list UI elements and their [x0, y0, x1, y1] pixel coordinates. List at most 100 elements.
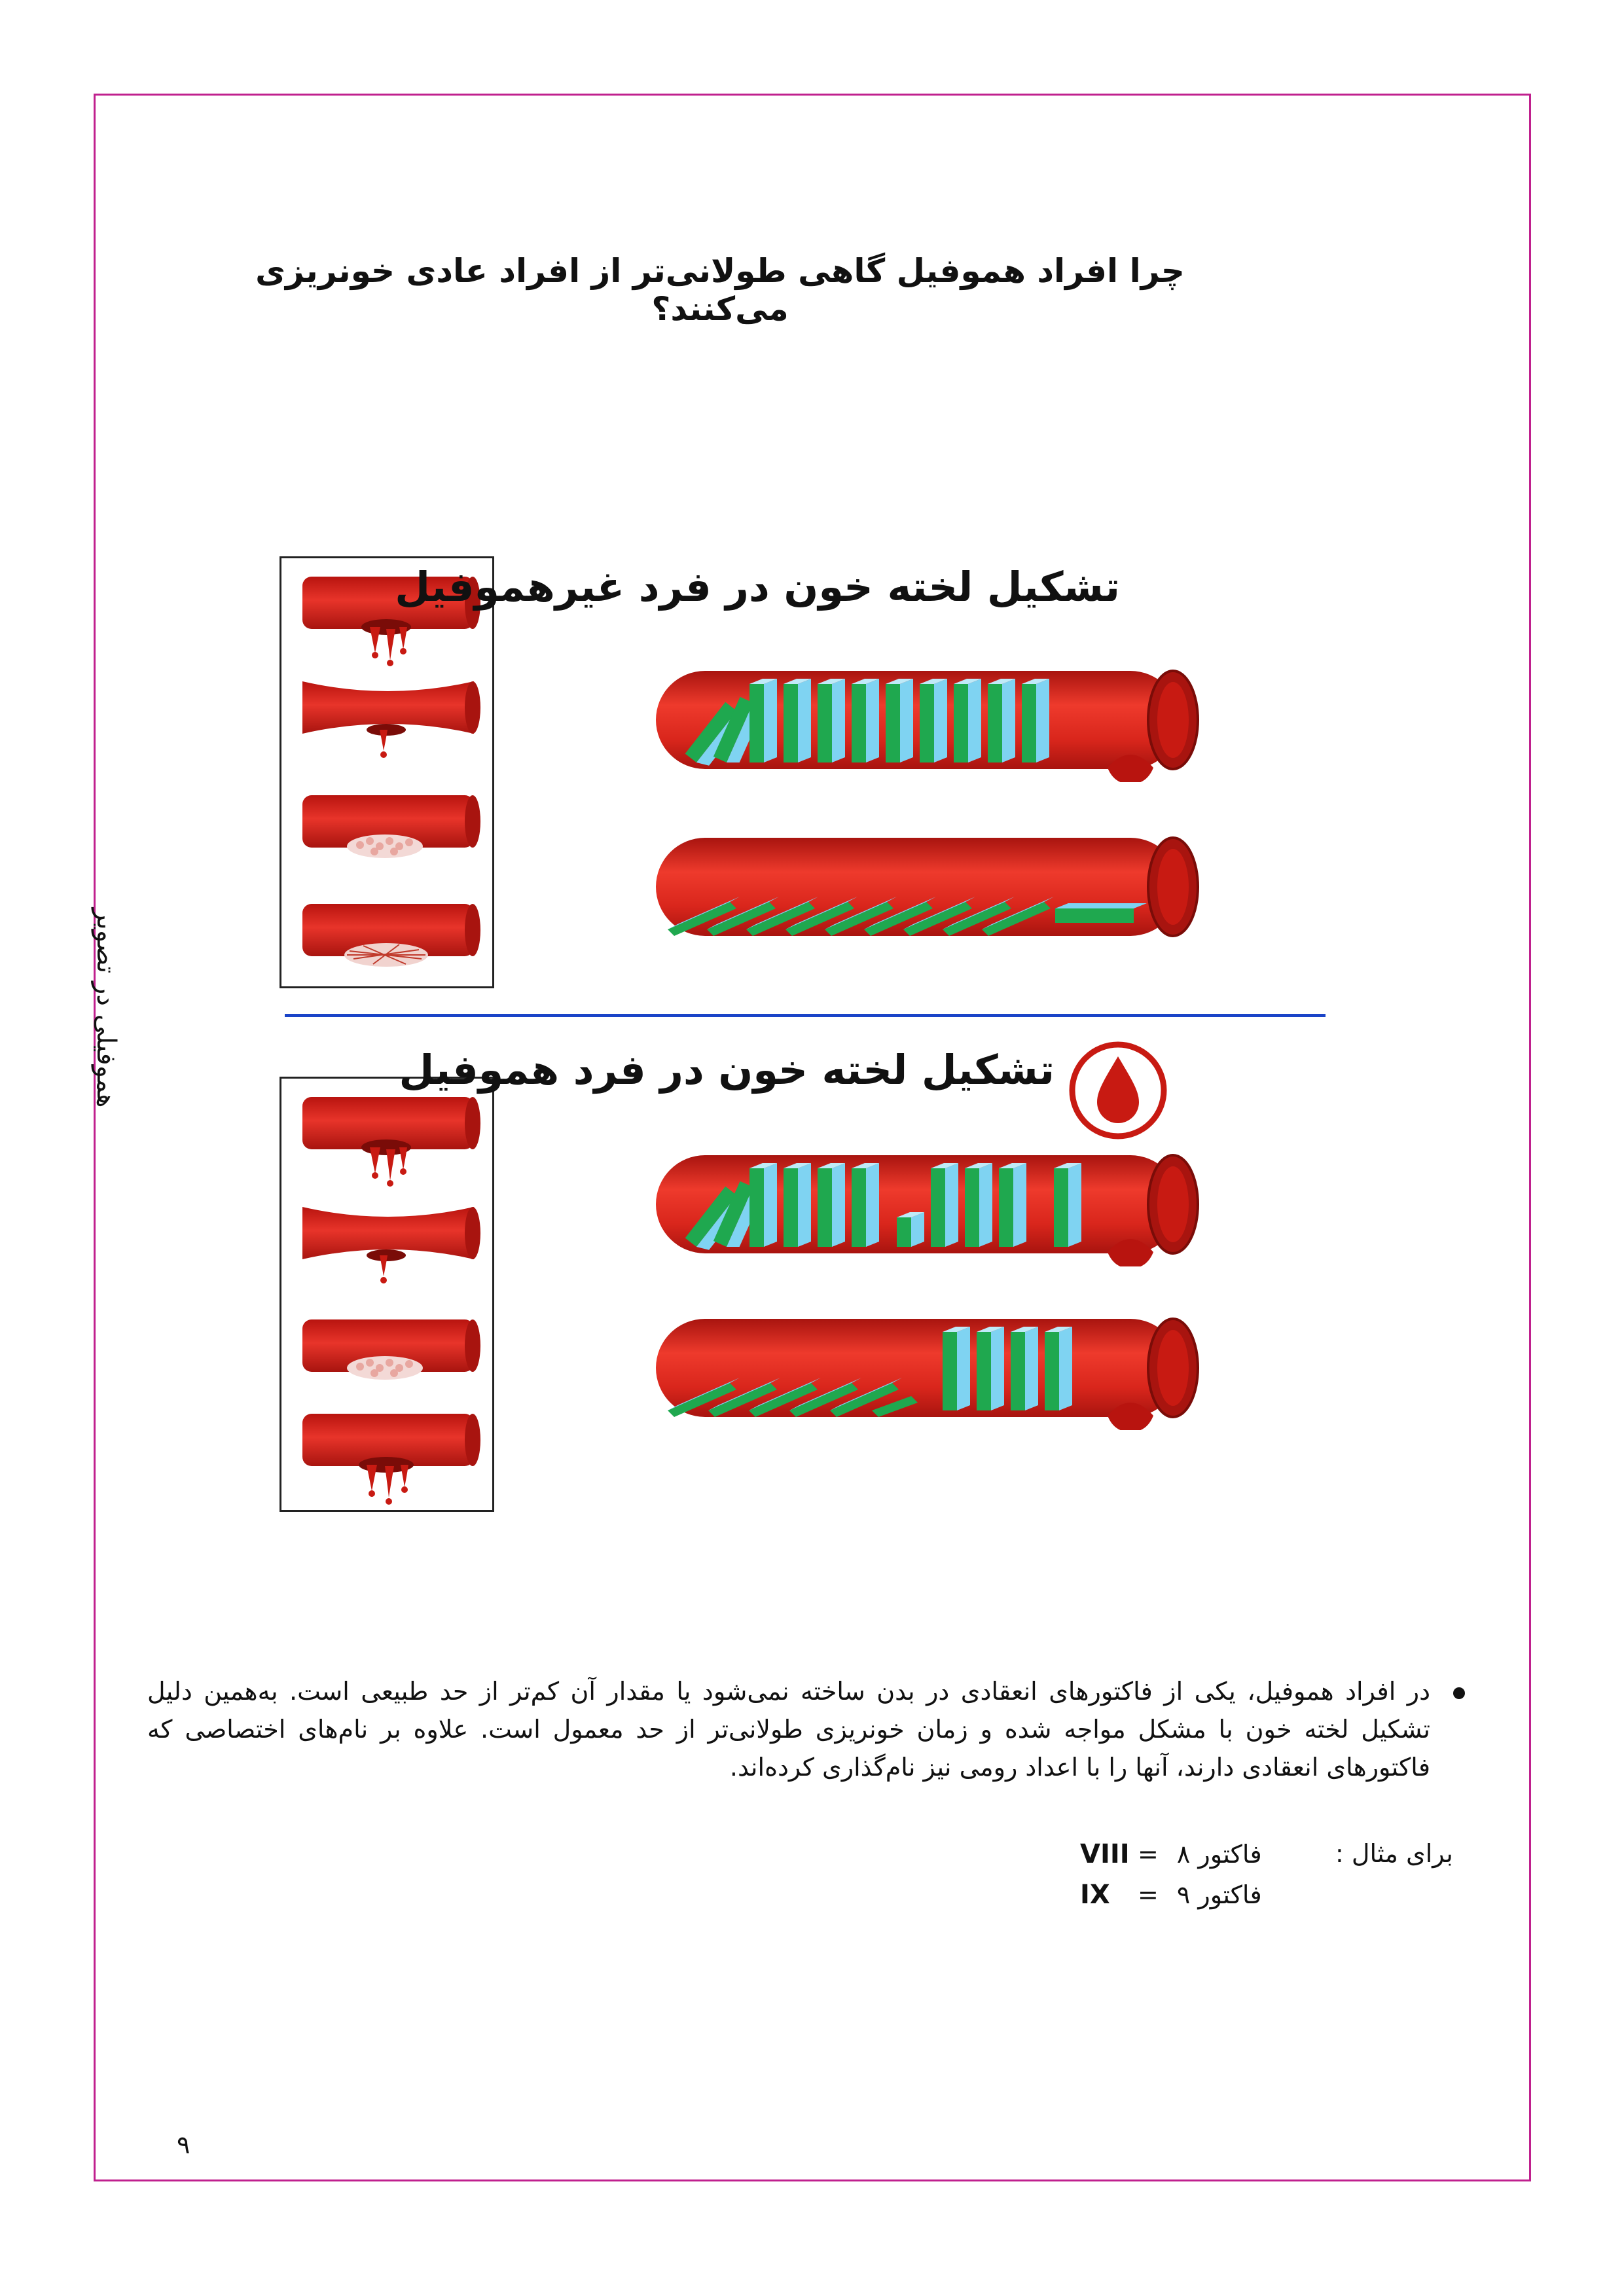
domino-top [818, 679, 845, 684]
vessel-opening-inner [1157, 682, 1189, 758]
domino-side [1068, 1163, 1081, 1247]
domino-top [1054, 1163, 1081, 1168]
stage-constriction-icon [302, 1207, 480, 1283]
factor-name: فاکتور ۹ [1176, 1880, 1262, 1909]
vessel-hemophilic-gap-dominoes [656, 1154, 1199, 1266]
domino-side [900, 679, 913, 762]
domino [749, 684, 764, 762]
domino-fallen [668, 1378, 740, 1417]
vessel-opening-inner [1157, 849, 1189, 925]
domino-side [979, 1163, 992, 1247]
domino [784, 684, 798, 762]
domino [920, 684, 934, 762]
roman-numeral: VIII [1080, 1839, 1130, 1869]
domino-top [988, 679, 1015, 684]
domino-top [999, 1163, 1026, 1168]
clot-plug [1055, 903, 1147, 923]
clot-stages-normal-illustration [302, 577, 480, 967]
stage-wound-icon [302, 577, 480, 666]
domino-fallen [982, 897, 1054, 936]
vessel-hemophilic-partial-fallen-dominoes [656, 1318, 1199, 1430]
domino-side [957, 1327, 970, 1410]
domino-fallen [830, 1378, 902, 1417]
factor-name: فاکتور ۸ [1176, 1840, 1262, 1869]
domino-fallen [708, 1378, 780, 1417]
bleed-icon [1108, 1239, 1153, 1266]
domino-fallen [789, 1378, 861, 1417]
domino [784, 1168, 798, 1247]
domino-side [832, 679, 845, 762]
domino [852, 1168, 866, 1247]
domino-top [1045, 1327, 1072, 1332]
explanation-paragraph: در افراد هموفیل، یکی از فاکتورهای انعقاد… [147, 1677, 1430, 1782]
example-row-factor-8: فاکتور ۸ = VIII [1080, 1839, 1262, 1869]
domino [954, 684, 968, 762]
domino [1011, 1332, 1025, 1410]
domino-side [1036, 679, 1049, 762]
vessel-opening-inner [1157, 1166, 1189, 1242]
domino-fallen [746, 897, 818, 936]
domino-top [977, 1327, 1004, 1332]
domino [749, 1168, 764, 1247]
roman-numeral: IX [1080, 1880, 1110, 1910]
domino-side [1059, 1327, 1072, 1410]
domino-top [931, 1163, 958, 1168]
side-label: هموفیلی در تصویر [91, 908, 121, 1108]
bleed-icon [1108, 755, 1153, 782]
domino [931, 1168, 945, 1247]
stage-wound-icon [302, 1097, 480, 1187]
bullet-dot [1453, 1687, 1465, 1699]
domino-side [991, 1327, 1004, 1410]
stage-platelet-plug-icon [302, 795, 480, 858]
domino-fallen [864, 897, 936, 936]
example-row-factor-9: فاکتور ۹ = IX [1080, 1880, 1262, 1910]
stage-fibrin-clot-icon [302, 904, 480, 967]
domino-side [866, 679, 879, 762]
domino-side [764, 679, 777, 762]
section-divider [285, 1014, 1326, 1017]
domino-fallen [825, 897, 897, 936]
domino-side [1025, 1327, 1038, 1410]
domino [965, 1168, 979, 1247]
page-number: ۹ [177, 2130, 190, 2159]
section-title-hemophilic: تشکیل لخته خون در فرد هموفیل [399, 1046, 1055, 1094]
domino [977, 1332, 991, 1410]
domino-top [784, 1163, 811, 1168]
domino-side [798, 679, 811, 762]
vessel-opening-inner [1157, 1330, 1189, 1406]
domino [999, 1168, 1013, 1247]
domino [818, 684, 832, 762]
domino-side [945, 1163, 958, 1247]
domino [1022, 684, 1036, 762]
domino-fallen [749, 1378, 821, 1417]
domino-side [866, 1163, 879, 1247]
domino [943, 1332, 957, 1410]
domino-side [968, 679, 981, 762]
domino-top [852, 679, 879, 684]
section-title-non-hemophilic: تشکیل لخته خون در فرد غیرهموفیل [395, 563, 1120, 611]
domino-top [954, 679, 981, 684]
page-title: چرا افراد هموفیل گاهی طولانی‌تر از افراد… [255, 252, 1185, 328]
domino [897, 1217, 911, 1247]
equals-sign: = [1138, 1880, 1159, 1909]
stage-constriction-icon [302, 681, 480, 758]
domino-fallen-short [872, 1396, 918, 1417]
bleed-icon [1108, 1403, 1153, 1430]
clot-stages-box-normal [280, 556, 494, 988]
vessel-normal-fallen-dominoes [656, 836, 1199, 937]
domino-top [943, 1327, 970, 1332]
blood-drop-icon [1069, 1041, 1167, 1139]
domino-fallen [668, 897, 740, 936]
domino-side [798, 1163, 811, 1247]
domino-top [1011, 1327, 1038, 1332]
domino-side [934, 679, 947, 762]
domino-top [920, 679, 947, 684]
domino-top [818, 1163, 845, 1168]
example-label: برای مثال : [1335, 1839, 1453, 1868]
domino-top [784, 679, 811, 684]
stage-platelet-plug-icon [302, 1319, 480, 1380]
domino-fallen [707, 897, 779, 936]
vessel-normal-standing-dominoes [656, 670, 1199, 782]
equals-sign: = [1138, 1840, 1159, 1869]
domino [818, 1168, 832, 1247]
